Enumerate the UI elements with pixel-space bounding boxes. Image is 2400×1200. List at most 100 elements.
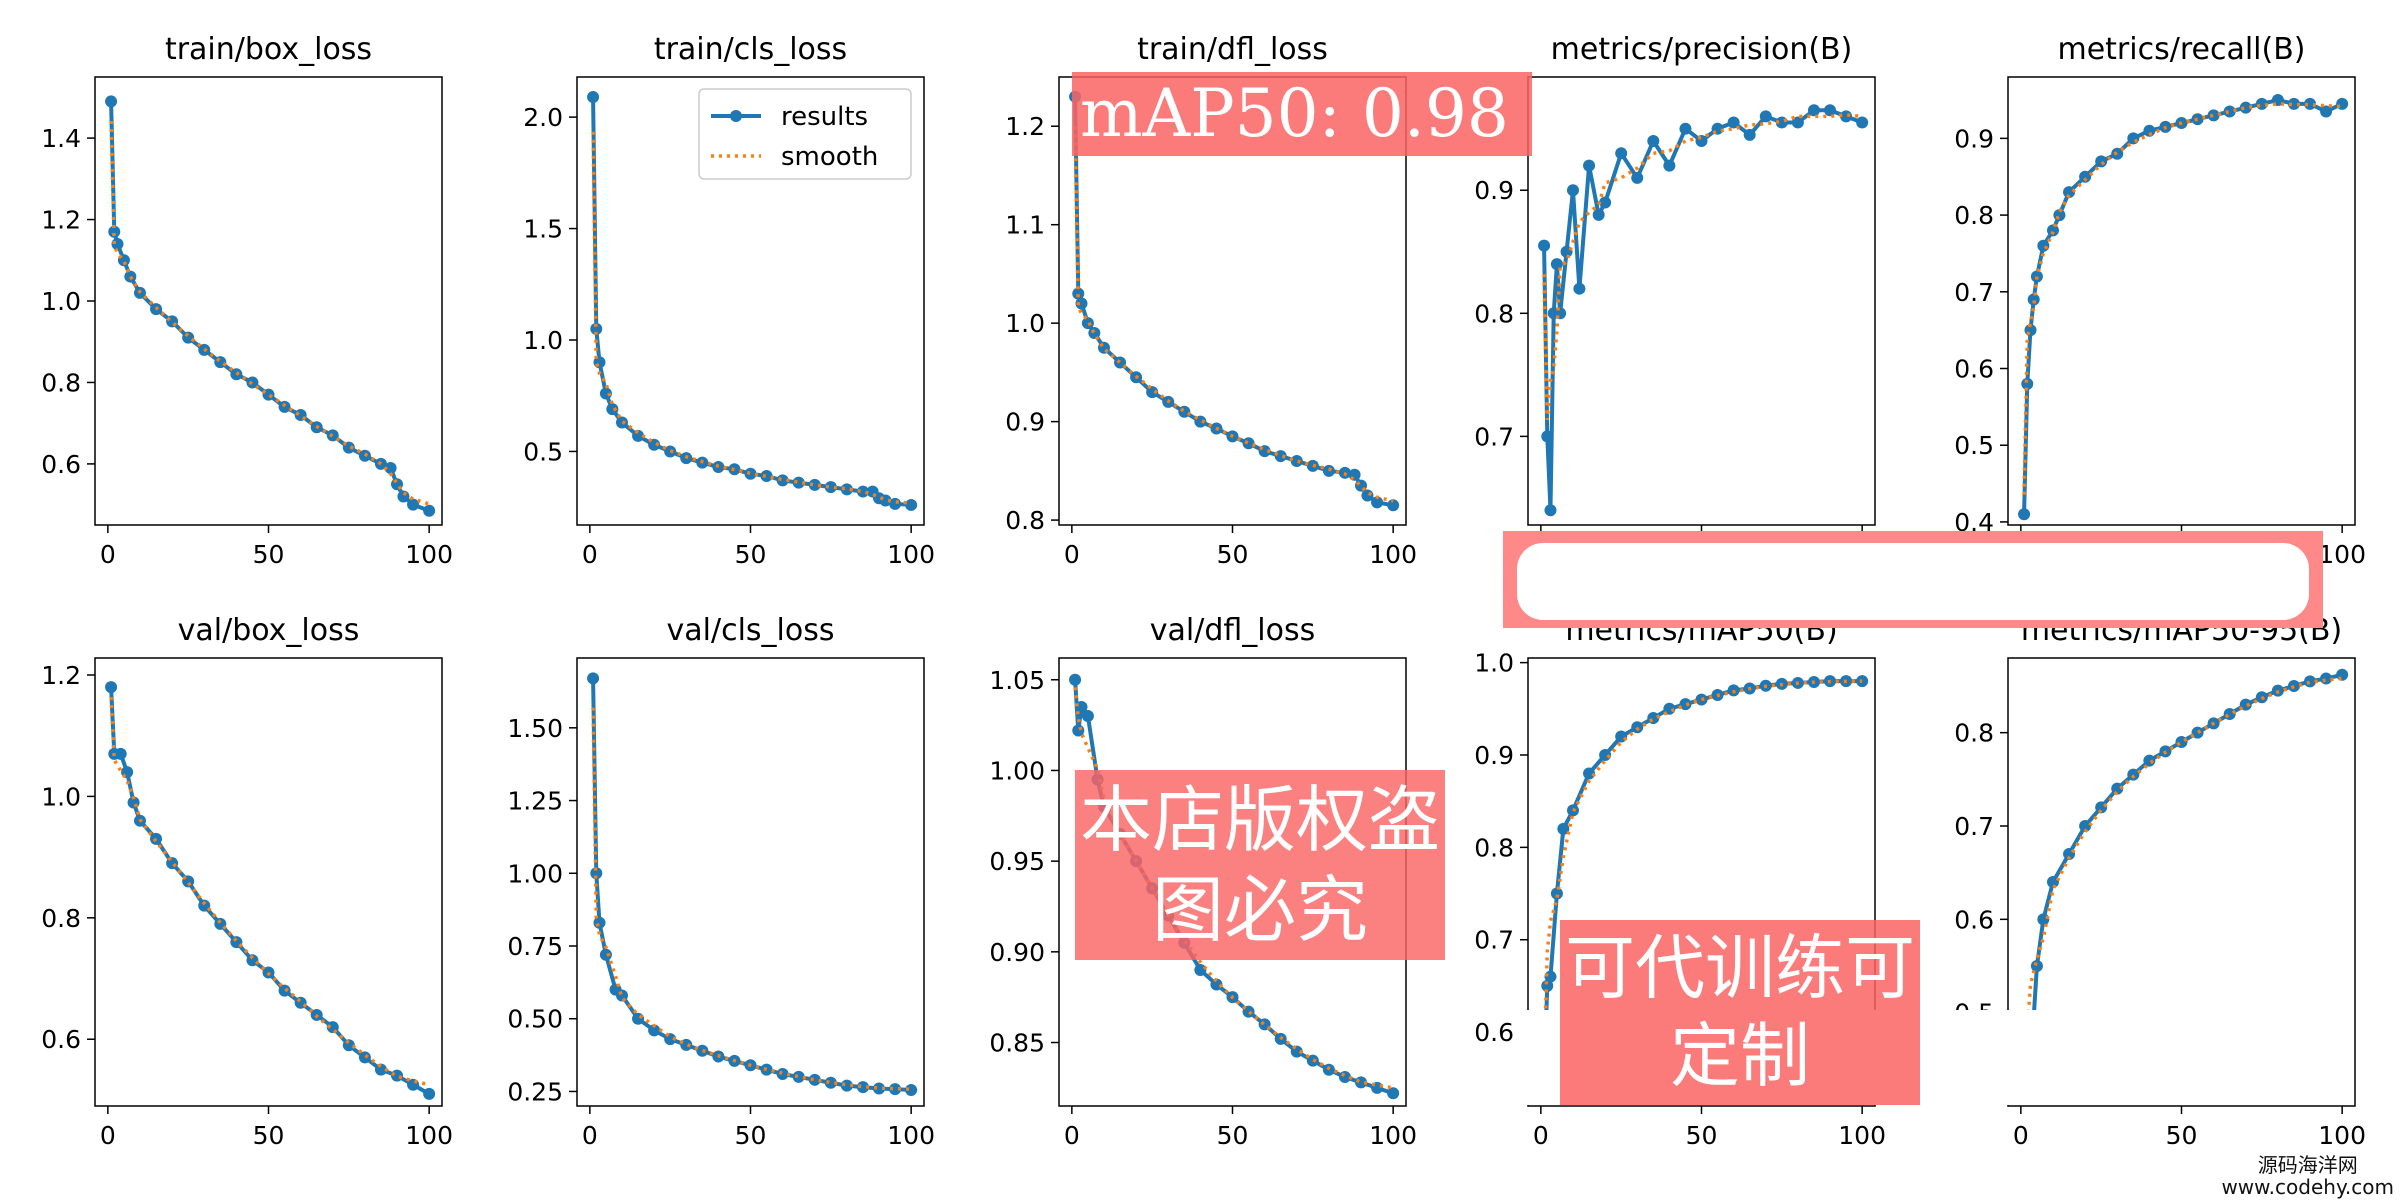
y-tick-label: 0.7 [1474,926,1514,955]
results-point [776,1068,789,1080]
y-tick-label: 0.6 [1474,1018,1514,1047]
x-tick-label: 50 [2166,1121,2198,1150]
results-point [905,1084,918,1096]
results-point [808,478,821,491]
x-tick-label: 0 [1064,1121,1080,1150]
y-tick-label: 0.5 [523,437,563,466]
x-tick-label: 50 [1686,1121,1718,1150]
results-point [124,270,137,283]
y-tick-label: 0.85 [989,1029,1045,1058]
results-point [1146,386,1159,399]
x-tick-label: 50 [253,540,285,569]
subplot-title: metrics/precision(B) [1551,32,1853,67]
results-point [840,483,853,496]
x-tick-label: 50 [253,1121,285,1150]
results-point [1566,184,1579,197]
y-tick-label: 0.8 [41,904,81,933]
axes-frame [2007,76,2356,526]
y-tick-label: 1.1 [1005,211,1045,240]
y-tick-label: 1.0 [41,782,81,811]
x-tick-label: 50 [1217,1121,1249,1150]
results-point [2304,97,2317,110]
results-point [1550,258,1563,271]
y-tick-label: 1.0 [1005,309,1045,338]
results-point [792,1070,805,1083]
results-point [1544,504,1557,517]
y-tick-label: 1.2 [41,206,81,235]
y-tick-label: 0.7 [1954,278,1994,307]
y-tick-label: 1.05 [989,666,1045,695]
results-line [109,687,431,1096]
y-tick-label: 1.0 [523,326,563,355]
results-point [1088,327,1101,339]
y-tick-label: 0.50 [507,1005,563,1034]
results-point [2037,239,2050,252]
results-point [374,1063,387,1076]
subplot-val-cls-loss: val/cls_loss 0 50 100 0.25 0.50 0.75 1.00 1.25 1.… [507,613,935,1150]
y-tick-label: 0.7 [1954,812,1994,841]
subplot-title: val/box_loss [178,613,360,648]
results-point [2207,109,2220,122]
results-point [1663,159,1676,172]
results-point [2079,820,2092,832]
results-point [2037,913,2050,926]
legend-results-marker [730,110,742,122]
smooth-line [591,131,912,505]
results-point [1097,341,1110,354]
site-watermark: 源码海洋网 www.codehy.com [2221,1154,2394,1198]
results-point [905,498,918,511]
x-tick-label: 0 [582,540,598,569]
y-tick-label: 0.8 [1954,201,1994,230]
results-point [397,490,410,503]
results-point [278,984,291,997]
results-point [1114,356,1127,369]
results-point [2336,668,2349,681]
results-point [599,948,612,961]
axes-frame [94,657,443,1107]
results-point [1178,405,1191,418]
results-point [198,899,211,912]
results-point [246,954,259,967]
results-point [2027,293,2040,306]
results-point [111,237,124,250]
smooth-line [109,120,430,506]
y-tick-label: 0.6 [41,450,81,479]
subplot-train-cls-loss: train/cls_loss 0 50 100 0.5 1.0 1.5 2.0 results s… [523,32,935,569]
results-point [114,747,127,760]
y-tick-label: 1.25 [507,787,563,816]
results-point [760,469,773,482]
results-point [632,1012,645,1025]
results-point [358,1051,371,1064]
results-point [648,1024,661,1037]
axes-frame [576,657,925,1107]
subplot-train-box-loss: train/box_loss 0 50 100 0.6 0.8 1.0 1.2 1.4 [41,32,453,569]
results-point [2063,186,2076,199]
y-tick-label: 0.9 [1474,741,1514,770]
results-point [587,672,600,685]
map50-badge: mAP50: 0.98 [1072,72,1532,156]
results-point [2287,97,2300,110]
x-tick-label: 0 [2013,1121,2029,1150]
legend: results smooth [698,88,912,180]
axes-frame [576,76,925,526]
results-point [2018,508,2031,521]
axes-frame [1527,76,1876,526]
results-point [2046,224,2059,237]
results-point [856,485,869,498]
results-point [1727,116,1740,129]
results-point [1856,116,1869,129]
subplot-title: train/cls_loss [654,32,847,67]
y-tick-label: 1.4 [41,124,81,153]
smooth-line [2022,676,2343,1077]
subplot-title: train/box_loss [165,32,372,67]
x-tick-label: 100 [887,1121,935,1150]
y-tick-label: 0.25 [507,1077,563,1106]
results-line [1542,108,1863,511]
smooth-line [1542,679,1863,1065]
results-point [696,1044,709,1057]
axes-frame [94,76,443,526]
results-point [407,498,420,511]
axes-frame [1527,657,1876,1107]
y-tick-label: 2.0 [523,103,563,132]
results-point [1242,437,1255,450]
